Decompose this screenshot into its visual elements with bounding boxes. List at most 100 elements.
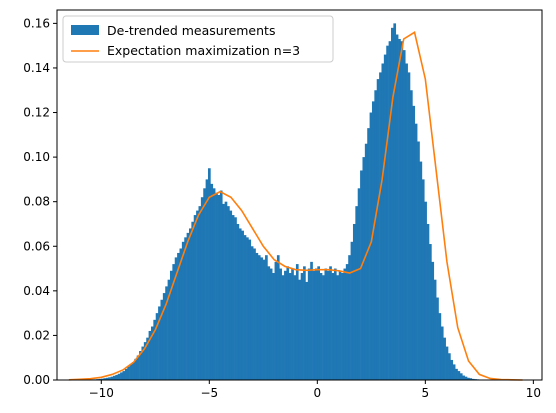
- histogram-bar: [464, 376, 468, 380]
- y-tick-label: 0.04: [23, 284, 50, 298]
- histogram-bar: [105, 377, 109, 380]
- histogram-bar: [181, 241, 185, 380]
- histogram-bars: [79, 23, 484, 381]
- histogram-bar: [388, 41, 392, 380]
- histogram-bar: [407, 72, 411, 380]
- histogram-bar: [208, 168, 211, 380]
- histogram-bar: [438, 313, 442, 380]
- histogram-bar: [241, 230, 244, 380]
- histogram-bar: [457, 371, 461, 380]
- y-tick-label: 0.14: [23, 61, 50, 75]
- histogram-bar: [395, 34, 399, 381]
- histogram-bar: [150, 326, 154, 380]
- histogram-bar: [400, 41, 404, 380]
- histogram-bar: [120, 372, 123, 380]
- histogram-bar: [314, 268, 318, 380]
- histogram-bar: [307, 268, 311, 380]
- histogram-bar: [284, 270, 287, 380]
- y-tick-label: 0.08: [23, 195, 50, 209]
- histogram-bar: [379, 72, 382, 380]
- histogram-bar: [243, 235, 247, 380]
- histogram-bar: [291, 268, 294, 380]
- histogram-bar: [412, 105, 416, 380]
- histogram-bar: [417, 141, 420, 380]
- axes-frame: [56, 9, 543, 381]
- histogram-bar: [310, 261, 313, 380]
- histogram-bar: [262, 259, 266, 380]
- histogram-bar: [459, 373, 463, 380]
- histogram-bar: [160, 299, 164, 380]
- histogram-bar: [184, 237, 187, 380]
- histogram-bar: [431, 261, 435, 380]
- histogram-bar: [127, 366, 130, 380]
- histogram-bar: [227, 206, 230, 380]
- histogram-bar: [303, 266, 306, 380]
- histogram-bar: [134, 358, 138, 380]
- histogram-bar: [101, 378, 104, 380]
- histogram-bar: [231, 215, 235, 380]
- histogram-bar: [186, 232, 190, 380]
- histogram-bar: [169, 270, 173, 380]
- histogram-bar: [419, 161, 423, 380]
- histogram-bar: [440, 326, 444, 380]
- histogram-bar: [429, 244, 432, 380]
- histogram-bar: [234, 217, 237, 380]
- histogram-bar: [288, 273, 292, 380]
- histogram-bar: [112, 375, 116, 380]
- histogram-bar: [376, 79, 380, 381]
- y-tick-label: 0.00: [23, 373, 50, 387]
- histogram-bar: [333, 268, 337, 380]
- histogram-bar: [324, 268, 328, 380]
- histogram-bar: [469, 378, 473, 380]
- histogram-bar: [405, 63, 408, 380]
- histogram-bar: [329, 266, 332, 380]
- histogram-bar: [131, 362, 135, 380]
- histogram-bar: [279, 268, 282, 380]
- histogram-bar: [210, 183, 214, 380]
- histogram-bar: [386, 45, 389, 380]
- histogram-bar: [155, 313, 159, 380]
- histogram-bar: [343, 268, 347, 380]
- x-tick-label: 5: [422, 386, 430, 400]
- histogram-bar: [383, 54, 387, 381]
- x-tick-label: −5: [200, 386, 218, 400]
- histogram-bar: [98, 378, 102, 380]
- x-tick-label: 10: [526, 386, 541, 400]
- histogram-bar: [117, 373, 121, 380]
- histogram-bar: [331, 273, 335, 380]
- histogram-bar: [374, 90, 378, 380]
- histogram-bar: [462, 375, 465, 380]
- legend-label-histogram: De-trended measurements: [107, 23, 275, 38]
- histogram-bar: [410, 90, 413, 380]
- histogram-bar: [255, 252, 259, 380]
- histogram-bar: [162, 293, 166, 380]
- histogram-bar: [224, 201, 228, 380]
- legend-swatch-histogram: [71, 25, 99, 35]
- histogram-bar: [200, 197, 204, 380]
- histogram-bar: [219, 190, 223, 380]
- histogram-bar: [326, 270, 330, 380]
- histogram-bar: [322, 275, 325, 380]
- legend: De-trended measurements Expectation maxi…: [62, 15, 334, 63]
- histogram-bar: [424, 201, 427, 380]
- histogram-bar: [236, 223, 240, 380]
- histogram-bar: [317, 266, 320, 380]
- histogram-bar: [265, 255, 268, 380]
- histogram-bar: [362, 157, 366, 380]
- histogram-bar: [250, 246, 254, 380]
- histogram-bar: [293, 275, 297, 380]
- y-tick-label: 0.16: [23, 16, 50, 30]
- y-tick-label: 0.12: [23, 106, 50, 120]
- histogram-bar: [191, 221, 195, 380]
- histogram-bar: [448, 353, 451, 380]
- histogram-bar: [193, 215, 197, 380]
- y-axis: 0.00 0.02 0.04 0.06 0.08 0.10 0.12 0.14 0.16: [23, 16, 57, 387]
- histogram-bar: [196, 210, 199, 380]
- histogram-bar: [136, 355, 140, 380]
- histogram-bar: [141, 346, 145, 380]
- histogram-bar: [350, 241, 354, 380]
- histogram-bar: [115, 374, 119, 380]
- histogram-bar: [148, 330, 152, 380]
- histogram-bar: [179, 248, 183, 380]
- histogram-bar: [455, 368, 458, 380]
